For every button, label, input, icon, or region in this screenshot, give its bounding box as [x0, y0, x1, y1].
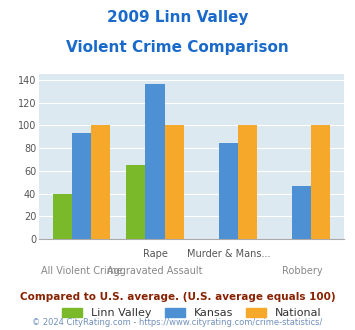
- Bar: [219, 143, 238, 239]
- Bar: [164, 125, 184, 239]
- Bar: [126, 165, 146, 239]
- Text: Violent Crime Comparison: Violent Crime Comparison: [66, 40, 289, 54]
- Text: 2009 Linn Valley: 2009 Linn Valley: [107, 10, 248, 25]
- Text: Robbery: Robbery: [282, 266, 322, 276]
- Bar: [292, 186, 311, 239]
- Text: Aggravated Assault: Aggravated Assault: [107, 266, 203, 276]
- Bar: [146, 84, 164, 239]
- Text: Compared to U.S. average. (U.S. average equals 100): Compared to U.S. average. (U.S. average …: [20, 292, 335, 302]
- Legend: Linn Valley, Kansas, National: Linn Valley, Kansas, National: [62, 308, 322, 318]
- Bar: [53, 194, 72, 239]
- Bar: [72, 133, 91, 239]
- Text: All Violent Crime: All Violent Crime: [41, 266, 122, 276]
- Text: Rape: Rape: [143, 249, 168, 259]
- Bar: [238, 125, 257, 239]
- Text: © 2024 CityRating.com - https://www.cityrating.com/crime-statistics/: © 2024 CityRating.com - https://www.city…: [32, 318, 323, 327]
- Text: Murder & Mans...: Murder & Mans...: [187, 249, 270, 259]
- Bar: [311, 125, 331, 239]
- Bar: [91, 125, 110, 239]
